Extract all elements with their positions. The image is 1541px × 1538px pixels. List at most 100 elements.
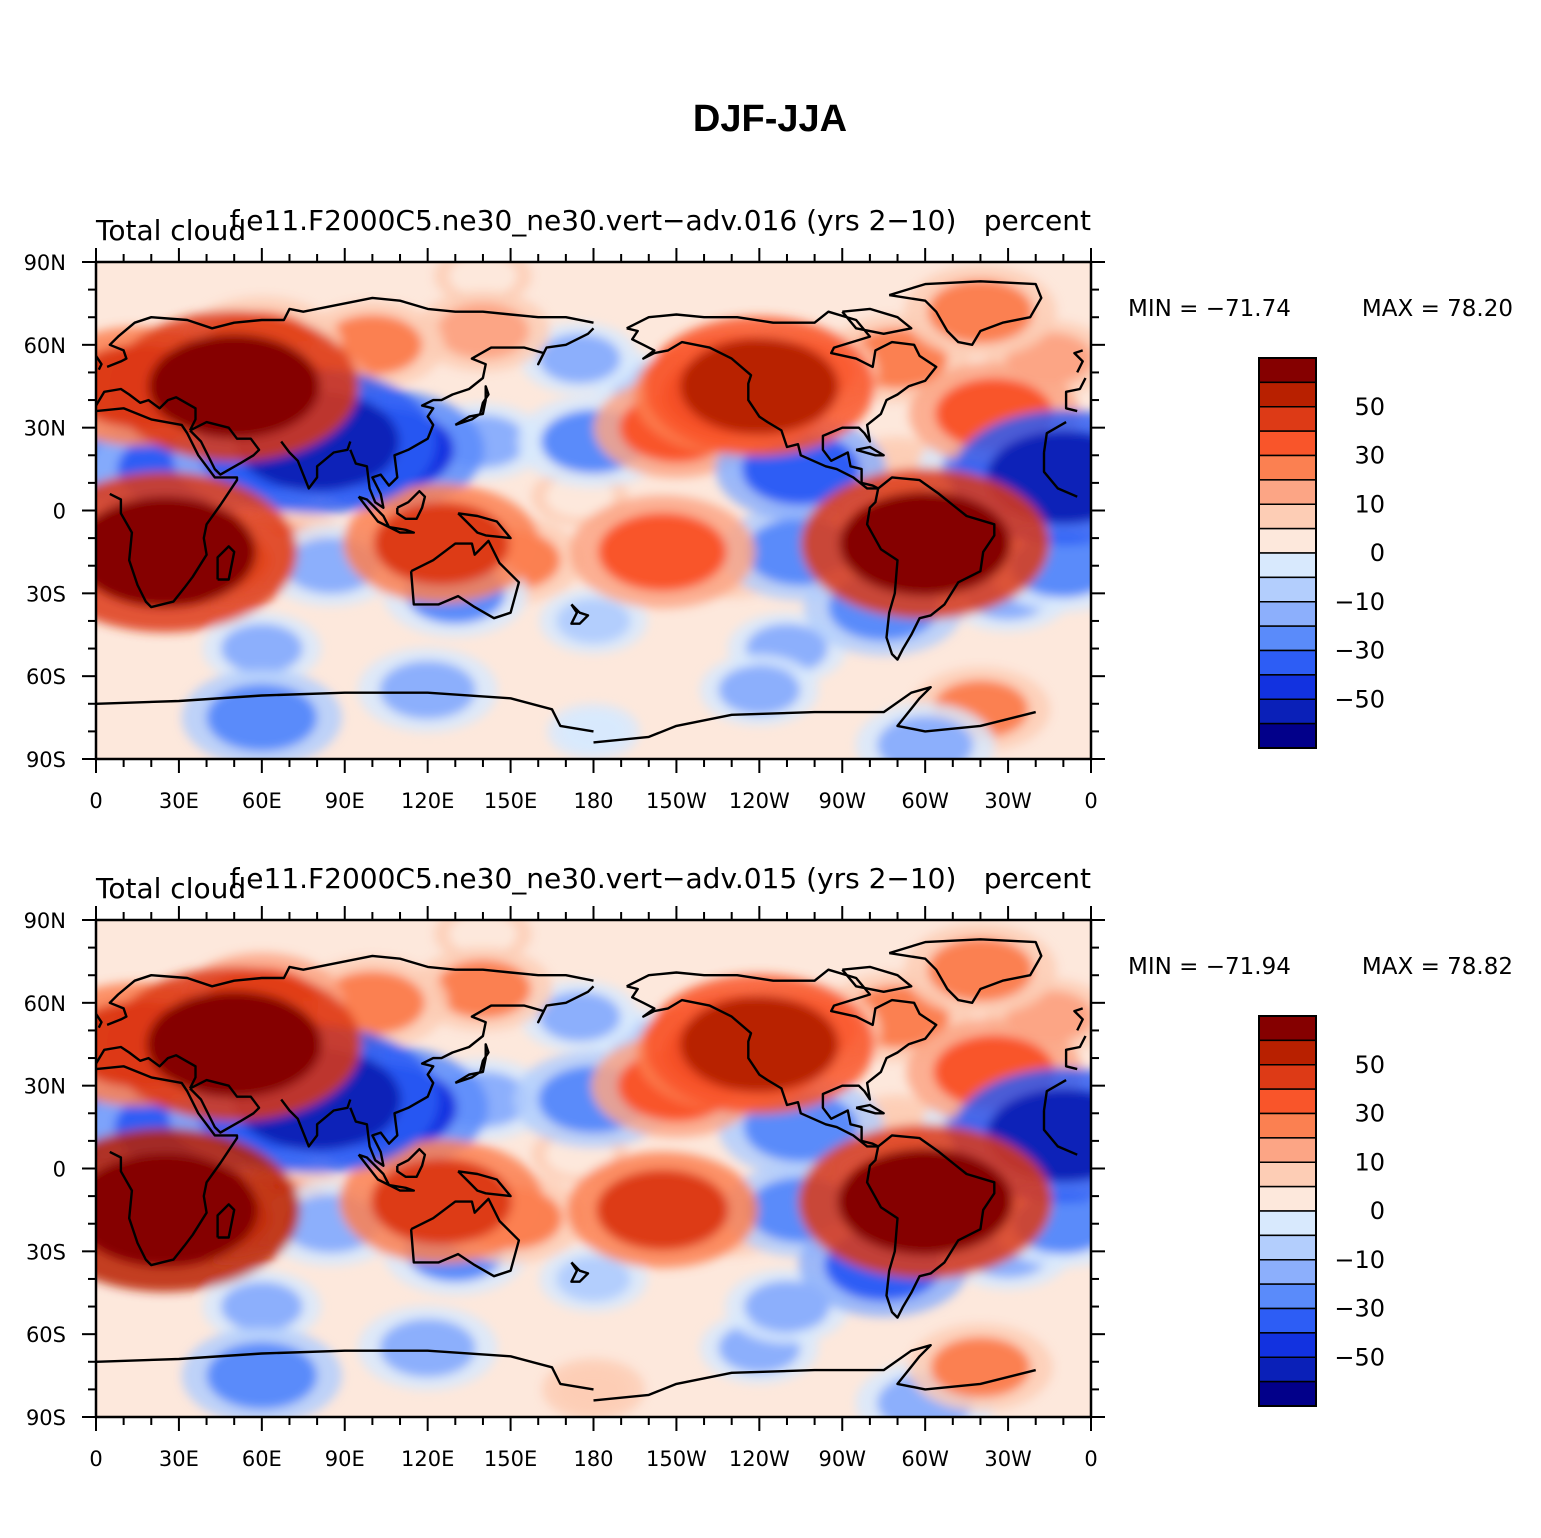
lon-label: 120W [729,1447,790,1471]
coastline-na-west [626,327,879,490]
lon-label: 0 [89,1447,102,1471]
lat-label: 90S [26,1406,66,1430]
colorbar-label: 0 [1370,539,1385,567]
lon-label: 30W [984,1447,1032,1471]
coastline-india [280,440,352,490]
coastline-madagascar [216,545,236,581]
lon-label: 30E [159,789,199,813]
anomaly-core [148,334,320,439]
colorbar-swatch [1258,1283,1317,1310]
lon-label: 120E [401,1447,454,1471]
colorbar-swatch [1258,1112,1317,1139]
coastline-cuba [855,1103,885,1115]
anomaly-core [538,992,621,1042]
max-label: MAX = 78.20 [1362,296,1513,322]
colorbar-swatch [1258,722,1317,749]
colorbar-label: 10 [1354,1148,1385,1176]
lon-label: 150W [646,789,707,813]
anomaly-core [379,1318,476,1377]
colorbar-swatch [1258,1064,1317,1090]
anomaly-core [373,502,510,585]
lon-label: 150E [484,789,537,813]
colorbar-label: −50 [1334,1343,1385,1371]
coastline-borneo [396,490,427,520]
lat-label: 60N [24,334,66,358]
coastlines [96,280,1087,744]
colorbar-label: −30 [1334,1295,1385,1323]
colorbar-swatch [1258,503,1317,530]
anomaly-core [930,1337,1031,1398]
lon-label: 60E [242,1447,282,1471]
coastline-arabia [189,420,261,476]
left-string: Total cloud [95,872,246,905]
lon-label: 60W [901,1447,949,1471]
left-string: Total cloud [95,214,246,247]
anomaly-core [379,660,476,719]
anomaly-core [556,598,631,644]
colorbar-swatch [1258,1015,1317,1042]
lat-label: 60S [26,665,66,689]
colorbar-label: 30 [1354,1100,1385,1128]
axis-ticks: 0 30E 60E 90E 120E 150E 180 150W 120W 90W 60W 30W 09… [24,906,1105,1471]
colorbar-swatch [1258,552,1317,579]
coastline-borneo [396,1148,427,1178]
figure-title: DJF-JJA [693,98,847,140]
colorbar-label: −30 [1334,637,1385,665]
coastline-sumatra [357,495,391,529]
colorbar-swatch [1258,1356,1317,1383]
colorbar-swatch [1258,1380,1317,1407]
colorbar-label: −10 [1334,1246,1385,1274]
coastline-south-america [865,1134,996,1319]
coastline-madagascar [216,1203,236,1239]
colorbar-swatch [1258,527,1317,554]
min-label: MIN = −71.94 [1128,954,1291,980]
case-title: f.e11.F2000C5.ne30_ne30.vert−adv.015 (yr… [230,862,957,895]
coastline-java [388,1183,415,1192]
colorbar-swatch [1258,430,1317,457]
lat-label: 30N [24,417,66,441]
colorbar-label: 50 [1354,393,1385,421]
anomaly-core [679,996,839,1093]
anomaly-core [206,684,318,751]
cloud-field [96,262,1091,759]
colorbar-swatch [1258,1137,1317,1163]
coastline-greenland [888,938,1043,1004]
coastline-se-asia [349,327,595,509]
cloud-field [96,920,1091,1417]
coastline-greenland [888,280,1043,346]
coastlines [96,938,1087,1402]
lon-label: 180 [573,1447,613,1471]
anomaly-core [221,1281,303,1332]
lat-label: 30S [26,582,66,606]
lon-label: 150W [646,1447,707,1471]
coastline-java [388,525,415,534]
colorbar-swatch [1258,1185,1317,1212]
colorbar: 50 30 10 0 −10 −30 −50 [1258,1015,1385,1407]
anomaly-core [927,937,1033,1002]
lon-label: 30E [159,1447,199,1471]
lon-label: 0 [89,789,102,813]
colorbar-swatch [1258,1307,1317,1334]
lon-label: 90E [325,1447,365,1471]
colorbar-swatch [1258,357,1317,384]
lat-label: 90N [24,251,66,275]
lat-label: 30N [24,1075,66,1099]
anomaly-core [598,513,727,591]
anomaly-core [146,991,322,1098]
coastline-na-west [626,985,879,1148]
anomaly-core [436,303,530,359]
map-area [96,920,1091,1417]
coastline-north-america [626,968,938,1148]
coastline-baffin [841,307,913,335]
coastline-north-america [626,310,938,490]
colorbar-swatch [1258,1039,1317,1066]
lon-label: 90W [819,789,867,813]
panel-1: f.e11.F2000C5.ne30_ne30.vert−adv.016 (yr… [24,204,1513,813]
lon-label: 150E [484,1447,537,1471]
coastline-south-america [865,476,996,661]
lon-label: 120E [401,789,454,813]
axis-ticks: 0 30E 60E 90E 120E 150E 180 150W 120W 90W 60W 30W 09… [24,248,1105,813]
coastline-japan [454,385,490,427]
anomaly-core [927,279,1033,344]
